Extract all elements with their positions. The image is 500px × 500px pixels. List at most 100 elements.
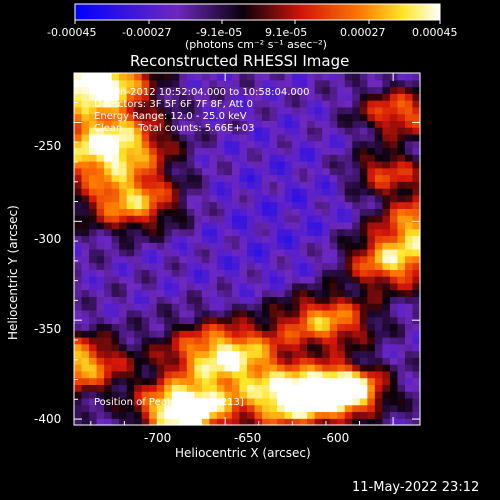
heatmap-cell — [171, 221, 180, 230]
heatmap-cell — [307, 418, 316, 426]
heatmap-cell — [374, 161, 383, 169]
heatmap-cell — [81, 194, 90, 203]
heatmap-cell — [194, 411, 203, 419]
heatmap-cell — [382, 167, 391, 176]
heatmap-cell — [397, 221, 406, 230]
heatmap-cell — [96, 343, 105, 352]
heatmap-cell — [156, 282, 165, 291]
heatmap-cell — [292, 391, 301, 399]
heatmap-cell — [404, 228, 414, 237]
heatmap-cell — [322, 147, 331, 155]
heatmap-cell — [254, 391, 263, 399]
heatmap-cell — [141, 167, 150, 176]
heatmap-cell — [104, 418, 113, 426]
heatmap-cell — [412, 269, 421, 277]
heatmap-cell — [329, 194, 338, 203]
heatmap-cell — [284, 269, 293, 277]
heatmap-cell — [359, 86, 368, 94]
heatmap-cell — [329, 337, 338, 345]
heatmap-cell — [81, 391, 90, 399]
heatmap-cell — [194, 208, 203, 216]
heatmap-cell — [224, 343, 233, 352]
heatmap-cell — [231, 357, 241, 365]
heatmap-cell — [216, 411, 226, 419]
heatmap-cell — [224, 228, 233, 237]
heatmap-cell — [352, 343, 361, 352]
heatmap-cell — [247, 167, 256, 176]
heatmap-cell — [89, 181, 98, 189]
heatmap-cell — [239, 249, 248, 257]
heatmap-cell — [111, 100, 120, 108]
heatmap-cell — [307, 215, 316, 223]
heatmap-cell — [194, 289, 203, 297]
heatmap-cell — [216, 208, 226, 216]
heatmap-cell — [254, 404, 263, 413]
heatmap-cell — [209, 194, 218, 203]
heatmap-cell — [389, 411, 399, 419]
heatmap-cell — [412, 106, 421, 115]
heatmap-cell — [314, 188, 323, 196]
heatmap-cell — [269, 384, 278, 392]
heatmap-cell — [284, 303, 293, 311]
heatmap-cell — [216, 167, 226, 176]
heatmap-cell — [284, 255, 293, 264]
heatmap-cell — [397, 161, 406, 169]
heatmap-cell — [389, 296, 399, 304]
heatmap-cell — [254, 188, 263, 196]
heatmap-cell — [277, 93, 286, 101]
heatmap-cell — [367, 296, 376, 304]
heatmap-cell — [149, 127, 158, 135]
heatmap-cell — [164, 357, 173, 365]
heatmap-cell — [224, 391, 233, 399]
heatmap-cell — [141, 181, 150, 189]
heatmap-cell — [254, 397, 263, 406]
heatmap-cell — [367, 100, 376, 108]
heatmap-cell — [397, 337, 406, 345]
heatmap-cell — [164, 235, 173, 243]
heatmap-cell — [389, 127, 399, 135]
heatmap-cell — [156, 235, 165, 243]
heatmap-cell — [156, 73, 165, 81]
heatmap-cell — [104, 391, 113, 399]
heatmap-cell — [224, 93, 233, 101]
heatmap-cell — [186, 215, 195, 223]
heatmap-cell — [179, 343, 188, 352]
heatmap-cell — [344, 161, 353, 169]
heatmap-cell — [209, 370, 218, 379]
heatmap-cell — [292, 113, 301, 121]
heatmap-cell — [404, 73, 414, 81]
heatmap-cell — [314, 323, 323, 331]
heatmap-cell — [171, 309, 180, 318]
heatmap-cell — [149, 282, 158, 291]
heatmap-cell — [247, 100, 256, 108]
heatmap-cell — [247, 303, 256, 311]
heatmap-cell — [194, 418, 203, 426]
heatmap-cell — [74, 154, 83, 162]
heatmap-cell — [104, 377, 113, 385]
heatmap-cell — [307, 73, 316, 81]
heatmap-cell — [397, 391, 406, 399]
heatmap-cell — [194, 377, 203, 385]
heatmap-cell — [81, 330, 90, 338]
heatmap-cell — [382, 350, 391, 358]
heatmap-cell — [186, 391, 195, 399]
heatmap-cell — [322, 255, 331, 264]
heatmap-cell — [359, 303, 368, 311]
heatmap-cell — [382, 249, 391, 257]
heatmap-cell — [292, 127, 301, 135]
heatmap-cell — [292, 174, 301, 182]
heatmap-cell — [171, 303, 180, 311]
heatmap-cell — [171, 106, 180, 115]
heatmap-cell — [171, 79, 180, 88]
heatmap-cell — [134, 303, 143, 311]
heatmap-cell — [307, 282, 316, 291]
heatmap-cell — [224, 418, 233, 426]
heatmap-cell — [277, 364, 286, 372]
heatmap-cell — [194, 93, 203, 101]
heatmap-cell — [81, 370, 90, 379]
heatmap-cell — [74, 86, 83, 94]
heatmap-cell — [247, 174, 256, 182]
heatmap-cell — [96, 100, 105, 108]
heatmap-cell — [389, 309, 399, 318]
heatmap-cell — [149, 147, 158, 155]
